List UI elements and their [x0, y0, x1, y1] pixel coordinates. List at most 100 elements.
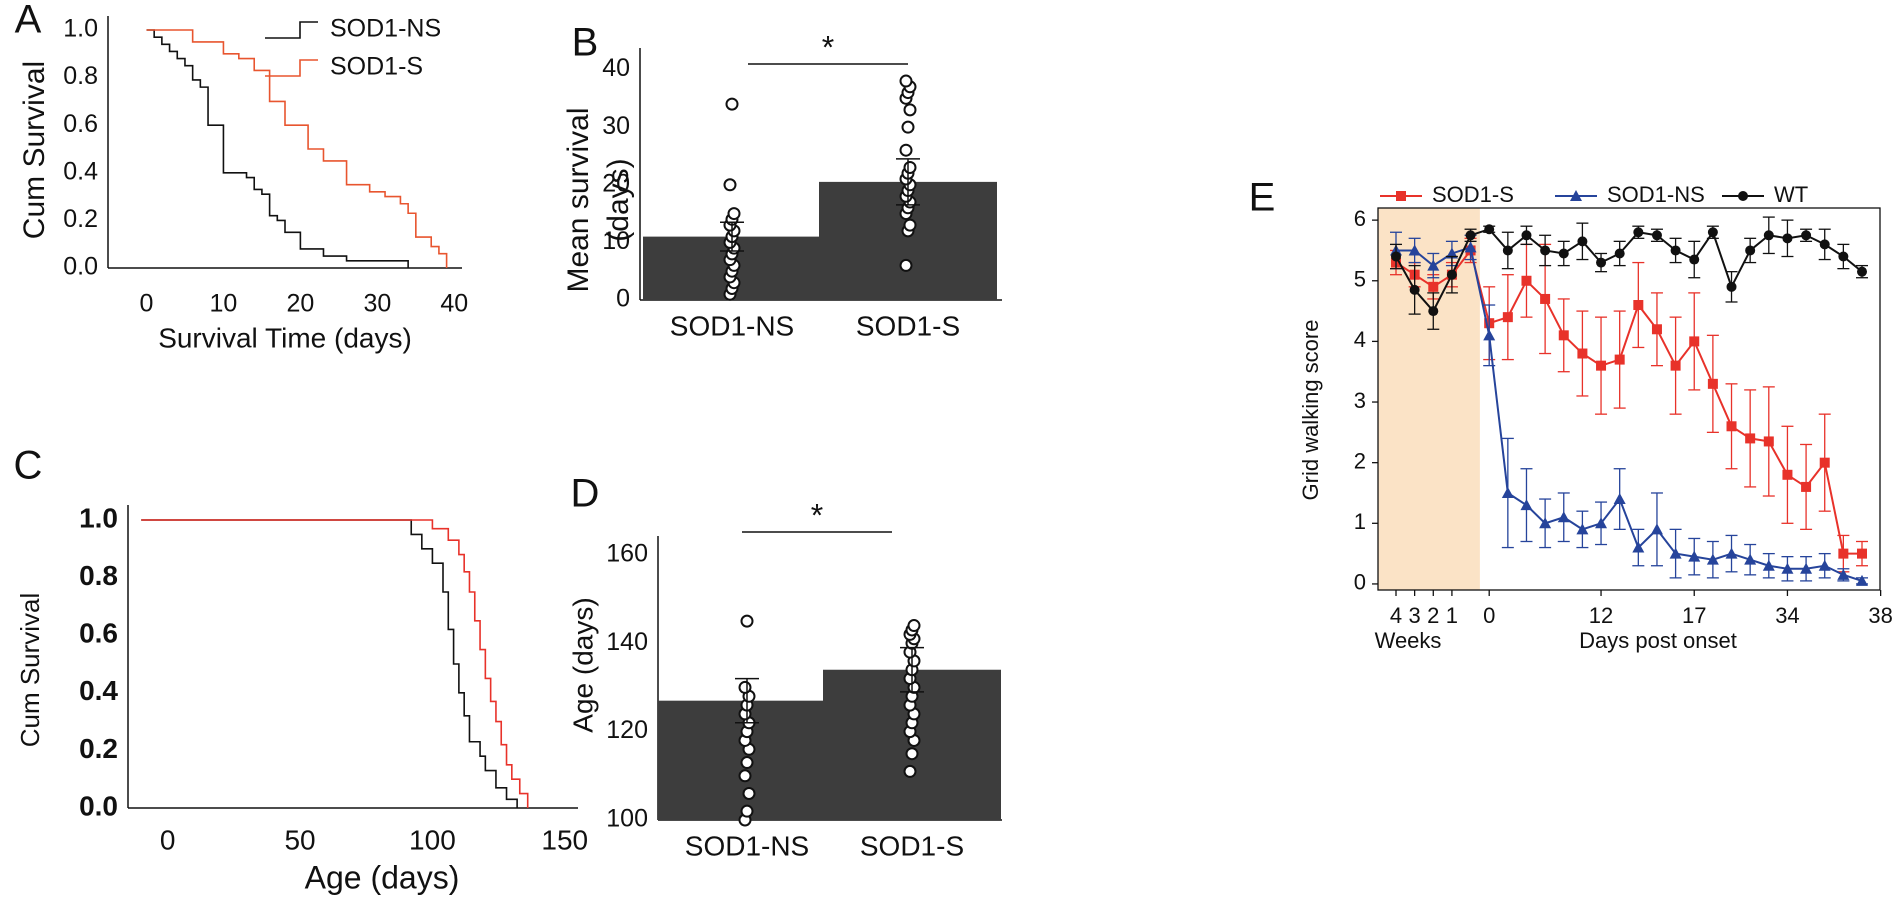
y-axis-label: Grid walking score [1298, 320, 1323, 501]
data-marker [1651, 230, 1662, 241]
x-tick-label: 17 [1682, 603, 1706, 628]
data-marker [1688, 550, 1701, 562]
y-tick-label: 3 [1354, 388, 1366, 413]
data-marker [1391, 251, 1401, 262]
y-tick-label: 1 [1354, 509, 1366, 534]
data-marker [1837, 568, 1850, 580]
x-tick-label: 0 [160, 824, 176, 855]
data-point [905, 747, 919, 761]
survival-curve [146, 29, 409, 268]
y-tick-label: 0.6 [79, 618, 118, 649]
y-tick-label: 1.0 [79, 502, 118, 533]
data-marker [1670, 360, 1681, 371]
y-axis-label: Mean survival [562, 107, 595, 292]
data-marker [1801, 481, 1812, 492]
x-tick-label: 0 [1483, 603, 1495, 628]
data-marker [1763, 230, 1774, 241]
data-marker [1521, 230, 1532, 241]
data-marker [1483, 329, 1496, 341]
y-tick-label: 30 [602, 112, 630, 140]
y-tick-label: 4 [1354, 327, 1366, 352]
data-marker [1540, 245, 1551, 256]
data-marker [1596, 257, 1607, 268]
data-marker [1706, 553, 1719, 565]
data-marker [1689, 336, 1700, 347]
data-point [899, 143, 913, 157]
y-tick-label: 0.4 [63, 157, 98, 185]
category-label: SOD1-S [860, 830, 964, 861]
series-line [1396, 246, 1863, 582]
data-marker [1744, 553, 1757, 565]
data-marker [1446, 269, 1457, 280]
data-point [903, 103, 917, 117]
category-label: SOD1-S [856, 310, 960, 341]
x-tick-label: 1 [1446, 603, 1458, 628]
data-marker [1540, 293, 1551, 304]
y-tick-label: 0.8 [79, 560, 118, 591]
data-marker [1801, 230, 1812, 241]
x-tick-label: 3 [1409, 603, 1421, 628]
y-tick-label: 1.0 [63, 15, 98, 43]
data-marker [1484, 224, 1495, 235]
y-tick-label: 0.0 [79, 790, 118, 821]
data-marker [1595, 517, 1608, 529]
data-point [723, 178, 737, 192]
data-point [903, 218, 917, 232]
legend-label: SOD1-S [1432, 182, 1514, 207]
data-marker [1726, 421, 1737, 432]
data-marker [1596, 360, 1607, 371]
data-point [899, 258, 913, 272]
y-tick-label: 0 [1354, 570, 1366, 595]
data-marker [1856, 574, 1868, 586]
data-marker [1763, 436, 1774, 447]
y-tick-label: 160 [606, 539, 648, 567]
x-tick-label: 2 [1427, 603, 1439, 628]
y-tick-label: 0.2 [63, 205, 98, 233]
survival-curve [146, 29, 448, 268]
y-axis-label: Cum Survival [18, 61, 51, 239]
data-marker [1838, 548, 1849, 559]
x-tick-label: 12 [1589, 603, 1613, 628]
data-marker [1632, 541, 1645, 553]
data-marker [1521, 275, 1532, 286]
x-tick-label: 10 [210, 290, 238, 318]
y-tick-label: 0.6 [63, 110, 98, 138]
data-point [725, 97, 739, 111]
y-axis-label: Age (days) [567, 597, 598, 732]
data-marker [1745, 245, 1756, 256]
y-tick-label: 10 [602, 227, 630, 255]
y-tick-label: 6 [1354, 206, 1366, 231]
legend-label: SOD1-S [330, 53, 423, 81]
data-marker [1613, 493, 1626, 505]
data-marker [1725, 547, 1738, 559]
data-marker [1819, 457, 1830, 468]
x-tick-label: 100 [409, 824, 456, 855]
data-point [740, 614, 754, 628]
shaded-region [1378, 208, 1480, 590]
y-axis-label: Cum Survival [15, 593, 45, 748]
x-tick-label: 4 [1390, 603, 1402, 628]
data-marker [1726, 281, 1737, 292]
x-tick-label: 150 [541, 824, 588, 855]
x-group-label: Weeks [1375, 628, 1442, 653]
data-marker [1576, 523, 1589, 535]
y-tick-label: 0.4 [79, 675, 118, 706]
y-tick-label: 0.0 [63, 253, 98, 281]
data-marker [1428, 306, 1439, 317]
survival-curve [141, 519, 518, 808]
plot-frame [1377, 207, 1881, 591]
data-marker [1558, 330, 1569, 341]
x-tick-label: 20 [286, 290, 314, 318]
data-marker [1614, 248, 1625, 259]
data-marker [1633, 227, 1644, 238]
x-group-label: Days post onset [1579, 628, 1737, 653]
data-marker [1782, 233, 1793, 244]
data-marker [1819, 239, 1830, 250]
category-label: SOD1-NS [685, 830, 809, 861]
data-marker [1539, 517, 1552, 529]
y-tick-label: 100 [606, 805, 648, 833]
legend-swatch [265, 21, 318, 39]
y-tick-label: 40 [602, 54, 630, 82]
data-marker [1781, 562, 1794, 574]
